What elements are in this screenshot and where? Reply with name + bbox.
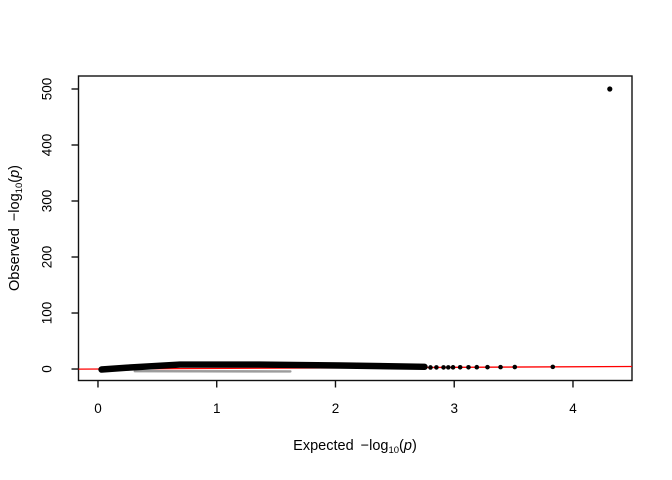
dense-point-band [98, 361, 428, 373]
outlier-point [607, 86, 613, 92]
data-point [445, 365, 451, 370]
y-axis-tick-label: 100 [40, 302, 55, 325]
data-point [512, 364, 518, 370]
x-axis-title: Expected −log10(p) [293, 438, 417, 456]
data-point [485, 364, 490, 370]
data-point [428, 365, 433, 370]
y-axis-tick-label: 400 [40, 134, 55, 157]
data-point [550, 364, 556, 370]
data-point [450, 365, 456, 370]
x-axis-tick-label: 1 [213, 401, 221, 416]
data-point [457, 365, 463, 370]
x-axis-tick-label: 4 [569, 401, 577, 416]
y-axis-tick-label: 0 [40, 365, 55, 373]
data-point [474, 364, 480, 370]
plot-box [77, 75, 633, 382]
data-point [434, 365, 439, 370]
y-axis-tick-label: 200 [40, 246, 55, 269]
x-axis-tick-label: 0 [94, 401, 102, 416]
y-axis-title: Observed−log10(p) [7, 165, 25, 291]
y-axis-tick-label: 300 [40, 190, 55, 213]
data-point [466, 364, 471, 370]
x-axis-tick-label: 3 [450, 401, 458, 416]
y-axis-tick-label: 500 [40, 78, 55, 101]
data-point [498, 364, 503, 370]
data-point [441, 365, 446, 370]
x-axis-tick-label: 2 [332, 401, 340, 416]
data-point [422, 365, 427, 370]
